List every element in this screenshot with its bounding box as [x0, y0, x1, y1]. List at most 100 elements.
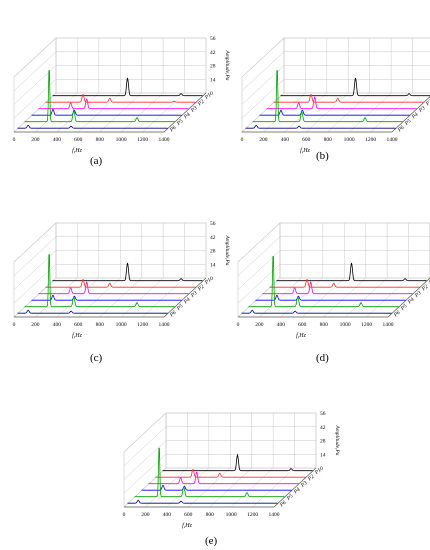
series-line-P5 — [24, 254, 175, 308]
series-label-P5: P5 — [175, 118, 184, 127]
grid-line — [237, 222, 281, 263]
grid-line — [123, 440, 167, 480]
x-tick-label: 0 — [13, 322, 16, 328]
series-label-P4: P4 — [406, 296, 416, 306]
series-line-P2 — [155, 469, 306, 478]
series-line-P4 — [141, 484, 292, 491]
chart-panel-e: P1 P2 P3 P4 P5 P6 0 200 400 600 800 1000 1200 1400 f,H… — [118, 395, 340, 535]
x-tick-label: 1400 — [383, 322, 394, 328]
series-line-P1 — [280, 77, 430, 97]
z-tick-label: 28 — [210, 249, 216, 255]
series-line-P2 — [269, 279, 420, 288]
x-tick-label: 1000 — [116, 322, 127, 328]
x-tick-label: 1200 — [247, 512, 258, 518]
z-tick-label: 42 — [320, 425, 326, 431]
grid-line — [78, 92, 121, 133]
grid-line — [241, 37, 285, 78]
series-label-P6: P6 — [396, 125, 405, 134]
series-line-P4 — [259, 109, 410, 116]
series-line-P3 — [38, 98, 189, 110]
grid-line — [13, 79, 57, 119]
z-tick-label: 14 — [210, 262, 216, 268]
grid-line — [56, 277, 100, 318]
series-label-P2: P2 — [196, 99, 205, 108]
series-label-P4: P4 — [292, 486, 302, 496]
x-tick-label: 1000 — [116, 137, 127, 143]
x-tick-label: 600 — [298, 322, 307, 328]
z-tick-label: 28 — [320, 439, 326, 445]
z-tick-label: 28 — [210, 64, 216, 70]
z-tick-label: 14 — [210, 77, 216, 83]
grid-line — [306, 92, 349, 133]
x-tick-label: 1400 — [387, 137, 398, 143]
series-line-P3 — [38, 281, 189, 295]
series-label-P3: P3 — [413, 290, 422, 299]
series-label-P5: P5 — [403, 118, 412, 127]
series-label-P4: P4 — [182, 296, 192, 306]
series-line-P3 — [148, 471, 299, 485]
x-tick-label: 0 — [241, 137, 244, 143]
grid-line — [323, 277, 366, 318]
x-tick-label: 400 — [53, 322, 62, 328]
x-tick-label: 0 — [13, 137, 16, 143]
x-tick-label: 1400 — [159, 322, 170, 328]
series-label-P3: P3 — [189, 290, 198, 299]
x-axis-label: f,Hz — [296, 332, 307, 339]
x-tick-label: 1000 — [226, 512, 237, 518]
x-tick-label: 1200 — [137, 322, 148, 328]
chart-b: P1P2P3P4P5P60200400600800100012001400f,H… — [241, 37, 430, 154]
grid-line — [344, 277, 388, 318]
series-label-P6: P6 — [392, 310, 401, 319]
x-tick-label: 800 — [96, 322, 105, 328]
grid-line — [99, 92, 142, 133]
z-tick-label: 56 — [320, 411, 326, 417]
grid-line — [13, 37, 57, 78]
x-tick-label: 0 — [237, 322, 240, 328]
series-label-P3: P3 — [417, 105, 426, 114]
x-tick-label: 1200 — [137, 137, 148, 143]
grid-line — [56, 92, 100, 133]
grid-line — [252, 467, 295, 508]
grid-line — [120, 277, 164, 318]
series-label-P5: P5 — [399, 303, 408, 312]
x-tick-label: 1200 — [361, 322, 372, 328]
series-label-P2: P2 — [424, 99, 430, 108]
z-tick-label: 42 — [210, 235, 216, 241]
grid-line — [230, 467, 274, 508]
grid-line — [142, 92, 185, 133]
series-label-P1: P1 — [203, 277, 212, 286]
grid-line — [35, 92, 78, 133]
x-axis-label: f,Hz — [300, 147, 311, 154]
chart-panel-b: P1P2P3P4P5P60200400600800100012001400f,H… — [236, 20, 430, 160]
grid-line — [259, 277, 302, 318]
grid-line — [13, 92, 57, 133]
grid-line — [35, 277, 78, 318]
series-label-P6: P6 — [278, 500, 287, 509]
series-label-P1: P1 — [313, 467, 322, 476]
x-tick-label: 200 — [31, 322, 40, 328]
x-tick-label: 800 — [96, 137, 105, 143]
series-line-P3 — [266, 96, 417, 110]
grid-line — [145, 467, 188, 508]
caption-c: (c) — [90, 352, 103, 364]
x-tick-label: 400 — [53, 137, 62, 143]
series-line-P6 — [245, 124, 396, 129]
grid-line — [237, 264, 281, 304]
caption-d: (d) — [316, 352, 329, 364]
x-tick-label: 1200 — [365, 137, 376, 143]
series-line-P5 — [248, 256, 399, 308]
grid-line — [391, 96, 430, 133]
series-label-P2: P2 — [306, 474, 315, 483]
series-line-P6 — [241, 309, 392, 314]
grid-line — [188, 467, 231, 508]
series-line-P5 — [252, 70, 403, 123]
x-tick-label: 1000 — [340, 322, 351, 328]
series-label-P4: P4 — [410, 111, 420, 121]
series-line-P4 — [31, 108, 182, 116]
x-tick-label: 200 — [259, 137, 268, 143]
grid-line — [241, 79, 285, 119]
caption-a: (a) — [90, 155, 103, 167]
z-tick-label: 56 — [210, 221, 216, 227]
